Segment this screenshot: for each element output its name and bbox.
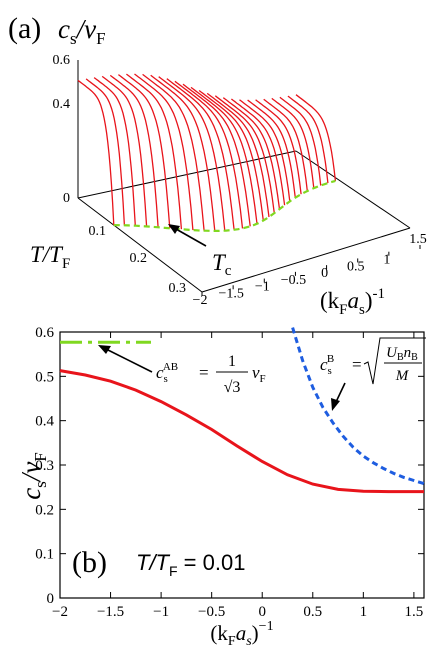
y-tick-label: 0.3	[35, 458, 54, 474]
ab-denominator: √3	[224, 379, 241, 396]
a-curve	[231, 98, 286, 206]
panel-a-curves	[77, 73, 337, 231]
panel-a-z-ticks: 0.6 0.4 0	[53, 53, 71, 206]
z-tick: 0.4	[53, 97, 71, 112]
y-tick-label: 0.1	[35, 547, 54, 563]
tc-arrow-line	[175, 228, 207, 247]
tc-curve	[113, 179, 336, 232]
y-tick-label: 0.2	[35, 502, 54, 518]
panel-b-series	[59, 327, 425, 494]
a-curve	[190, 86, 258, 224]
a-curve	[287, 95, 329, 184]
panel-a-title: cs/vF	[58, 14, 106, 48]
b-eq: =	[352, 355, 362, 374]
a-x-tick-label: 1.5	[409, 232, 427, 247]
y-tick-label: 0.4	[35, 414, 54, 430]
a-curve	[109, 74, 159, 228]
y-tick-label: 0.5	[35, 369, 54, 385]
panel-a-x-ticks: −2 −1.5 −1 −0.5 0 0.5 1 1.5	[193, 232, 427, 308]
a-curve	[150, 74, 216, 231]
b-numerator: UBnB	[386, 345, 418, 363]
x-tick-label: −0.5	[198, 604, 225, 620]
a-x-tick-label: −1	[255, 280, 270, 295]
a-curve	[158, 76, 226, 231]
x-tick-label: −1.5	[97, 604, 124, 620]
a-x-tick-label: −0.5	[281, 273, 306, 288]
y-tick-label: 0.6	[35, 325, 54, 341]
panel-a-y-ticks: 0.1 0.2 0.3	[89, 224, 187, 296]
a-x-tick-label: 0.5	[347, 259, 365, 274]
ab-vf: vF	[252, 363, 266, 385]
x-tick-label: 1	[360, 604, 368, 620]
a-curve	[77, 79, 115, 226]
ab-lhs: csAB	[156, 361, 178, 385]
a-curve	[295, 94, 337, 181]
panel-a-ylabel: T/TF	[30, 242, 70, 272]
b-denominator: M	[395, 368, 410, 384]
a-curve	[126, 73, 183, 230]
panel-b-temperature: T/TF = 0.01	[136, 550, 245, 579]
a-x-tick-label: 1	[383, 253, 390, 268]
t-tick: 0.1	[89, 224, 107, 239]
panel-b-letter: (b)	[72, 546, 107, 579]
a-x-tick-label: −2	[193, 293, 208, 308]
ab-arrow-line	[105, 348, 153, 373]
b-sqrt-sign-icon	[363, 337, 426, 385]
x-tick-label: −2	[52, 604, 68, 620]
a-curve	[279, 96, 322, 186]
tc-annotation: Tc	[168, 224, 232, 279]
a-curve	[198, 89, 264, 221]
a-curve	[174, 80, 244, 229]
y-tick-label: 0	[47, 591, 55, 607]
ab-numerator: 1	[228, 353, 236, 370]
a-curve	[85, 78, 126, 226]
series-line-0	[59, 369, 424, 494]
a-curve	[239, 99, 291, 202]
a-curve	[118, 74, 171, 229]
a-curve	[271, 97, 315, 189]
t-tick: 0.3	[169, 281, 187, 296]
panel-b-xlabel: (kFas)−1	[210, 619, 273, 645]
a-curve	[134, 73, 194, 231]
annotation-ab: csAB = 1 √3 vF	[98, 345, 266, 396]
x-tick-label: 0.5	[303, 604, 322, 620]
z-tick: 0.6	[53, 53, 71, 68]
tc-label: Tc	[212, 250, 232, 279]
b-arrowhead-icon	[331, 398, 340, 411]
a-curve	[166, 78, 235, 230]
a-x-tick-label: 0	[321, 266, 328, 281]
series-line-2	[291, 327, 425, 486]
a-curve	[214, 95, 275, 214]
a-curve	[101, 75, 148, 227]
a-curve	[222, 97, 281, 210]
a-curve	[247, 99, 296, 198]
b-arrow-line	[335, 382, 346, 403]
a-curve	[142, 73, 205, 231]
panel-b-y-ticks: 0 0.1 0.2 0.3 0.4 0.5 0.6	[35, 325, 424, 607]
annotation-b: csB = UBnB M	[320, 337, 426, 411]
panel-b-x-ticks: −2 −1.5 −1 −0.5 0 0.5 1 1.5	[52, 332, 423, 620]
tc-arrowhead-icon	[168, 224, 180, 234]
panel-b-ylabel: cs/vF	[16, 452, 50, 500]
b-lhs: csB	[320, 353, 334, 377]
x-tick-label: 1.5	[405, 604, 424, 620]
x-tick-label: −1	[153, 604, 169, 620]
panel-a: (a) cs/vF 0.6 0.4 0 0.1 0.2 0.3 T/TF −2	[8, 12, 427, 318]
panel-a-axes	[77, 60, 411, 293]
panel-b: 0 0.1 0.2 0.3 0.4 0.5 0.6 −2 −1.5 −1 −0.5 0 0.5 1 1.5…	[16, 325, 426, 645]
ab-arrowhead-icon	[98, 345, 111, 354]
a-x-tick-label: −1.5	[218, 286, 243, 301]
x-tick-label: 0	[258, 604, 266, 620]
a-curve	[93, 77, 136, 226]
ab-eq: =	[199, 363, 209, 382]
panel-a-xlabel: (kFas)-1	[320, 286, 385, 318]
t-tick: 0.2	[130, 251, 148, 266]
a-curve	[206, 92, 270, 218]
a-curve	[255, 99, 302, 195]
a-curve	[263, 98, 308, 192]
panel-a-letter: (a)	[8, 12, 41, 45]
a-curve	[182, 83, 251, 227]
z-tick: 0	[63, 191, 70, 206]
